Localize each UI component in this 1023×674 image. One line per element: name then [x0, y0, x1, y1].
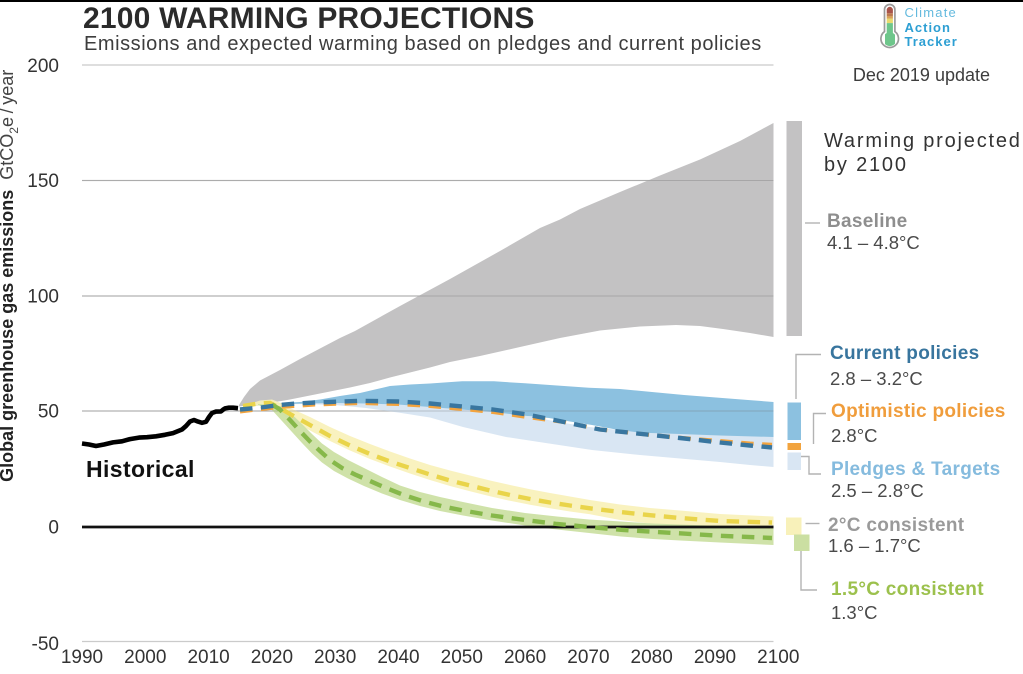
svg-text:2090: 2090 — [694, 647, 736, 668]
svg-text:200: 200 — [27, 56, 59, 77]
svg-text:2050: 2050 — [441, 647, 483, 668]
svg-text:50: 50 — [38, 402, 59, 423]
svg-text:0: 0 — [48, 518, 59, 539]
svg-text:2000: 2000 — [124, 647, 166, 668]
svg-text:2040: 2040 — [377, 647, 419, 668]
svg-text:2080: 2080 — [631, 647, 673, 668]
svg-text:1990: 1990 — [61, 647, 103, 668]
svg-text:100: 100 — [27, 287, 59, 308]
svg-text:2100: 2100 — [757, 647, 799, 668]
svg-text:-50: -50 — [32, 634, 59, 655]
svg-text:2010: 2010 — [187, 647, 229, 668]
svg-text:Climate: Climate — [905, 5, 957, 20]
svg-text:2020: 2020 — [251, 647, 293, 668]
svg-text:Action: Action — [905, 20, 951, 35]
svg-text:Tracker: Tracker — [905, 34, 958, 49]
svg-text:2060: 2060 — [504, 647, 546, 668]
svg-text:2030: 2030 — [314, 647, 356, 668]
svg-text:2070: 2070 — [567, 647, 609, 668]
svg-text:150: 150 — [27, 171, 59, 192]
